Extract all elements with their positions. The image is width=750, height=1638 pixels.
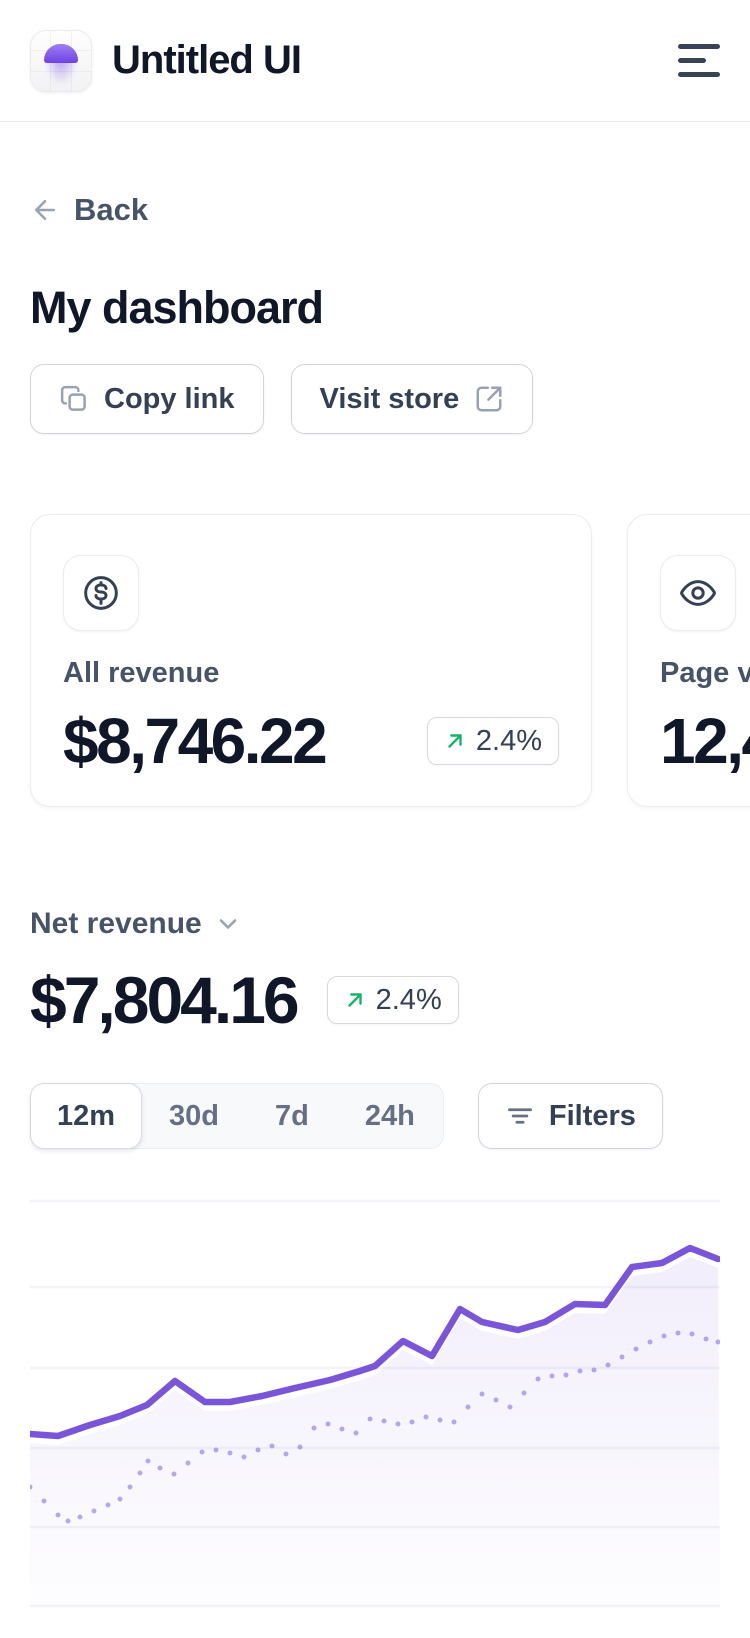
eye-icon [680, 580, 716, 606]
logo-dome-icon [44, 43, 78, 63]
metric-card-label: Page views [660, 657, 750, 689]
menu-icon [678, 72, 720, 77]
arrow-up-right-icon [448, 734, 462, 748]
metric-selector-label: Net revenue [30, 907, 202, 940]
dashboard-page: Back My dashboard Copy link Visit store … [0, 122, 750, 1638]
net-revenue-row: $7,804.16 2.4% [30, 963, 720, 1037]
visit-store-button[interactable]: Visit store [290, 364, 534, 434]
back-label: Back [74, 192, 149, 227]
tab-30d[interactable]: 30d [141, 1084, 247, 1148]
app-title: Untitled UI [112, 38, 302, 82]
tab-12m[interactable]: 12m [30, 1083, 143, 1149]
chart-area [26, 1159, 722, 1638]
back-link[interactable]: Back [30, 192, 148, 228]
page-actions: Copy link Visit store [30, 364, 720, 434]
filters-button[interactable]: Filters [477, 1083, 663, 1149]
copy-link-label: Copy link [104, 382, 235, 415]
menu-icon [678, 44, 720, 49]
revenue-chart [26, 1199, 722, 1608]
metric-card-icon-tile [660, 555, 736, 631]
metric-cards-row: All revenue $8,746.22 2.4% Page views 12… [30, 514, 750, 807]
menu-icon [678, 58, 706, 63]
currency-dollar-icon [84, 576, 118, 610]
net-revenue-value: $7,804.16 [30, 963, 300, 1037]
tab-7d[interactable]: 7d [247, 1084, 337, 1148]
trend-badge-value: 2.4% [375, 983, 442, 1016]
arrow-up-right-icon [347, 993, 362, 1007]
filters-label: Filters [548, 1099, 636, 1132]
trend-badge-value: 2.4% [475, 724, 542, 757]
copy-link-button[interactable]: Copy link [30, 364, 264, 434]
external-link-icon [476, 386, 502, 412]
metric-card-label: All revenue [63, 657, 220, 689]
page-title: My dashboard [30, 282, 324, 333]
visit-store-label: Visit store [319, 382, 460, 415]
metric-card-value: $8,746.22 [63, 705, 328, 777]
chart-controls: 12m 30d 7d 24h Filters [30, 1083, 720, 1149]
date-range-tabs: 12m 30d 7d 24h [30, 1083, 444, 1149]
trend-badge: 2.4% [326, 976, 459, 1024]
metric-card-value: 12,4 [660, 705, 750, 777]
tab-24h[interactable]: 24h [337, 1084, 443, 1148]
metric-selector[interactable]: Net revenue [30, 907, 242, 941]
metric-card-page-views[interactable]: Page views 12,4 [627, 514, 750, 807]
chevron-down-icon [219, 919, 237, 929]
menu-button[interactable] [678, 44, 720, 77]
trend-badge: 2.4% [426, 717, 559, 765]
metric-card-icon-tile [63, 555, 139, 631]
app-logo [30, 29, 92, 92]
copy-icon [60, 385, 86, 411]
metric-card-all-revenue[interactable]: All revenue $8,746.22 2.4% [30, 514, 592, 807]
filter-lines-icon [507, 1108, 532, 1124]
arrow-left-icon [35, 200, 55, 220]
app-header: Untitled UI [0, 0, 750, 122]
